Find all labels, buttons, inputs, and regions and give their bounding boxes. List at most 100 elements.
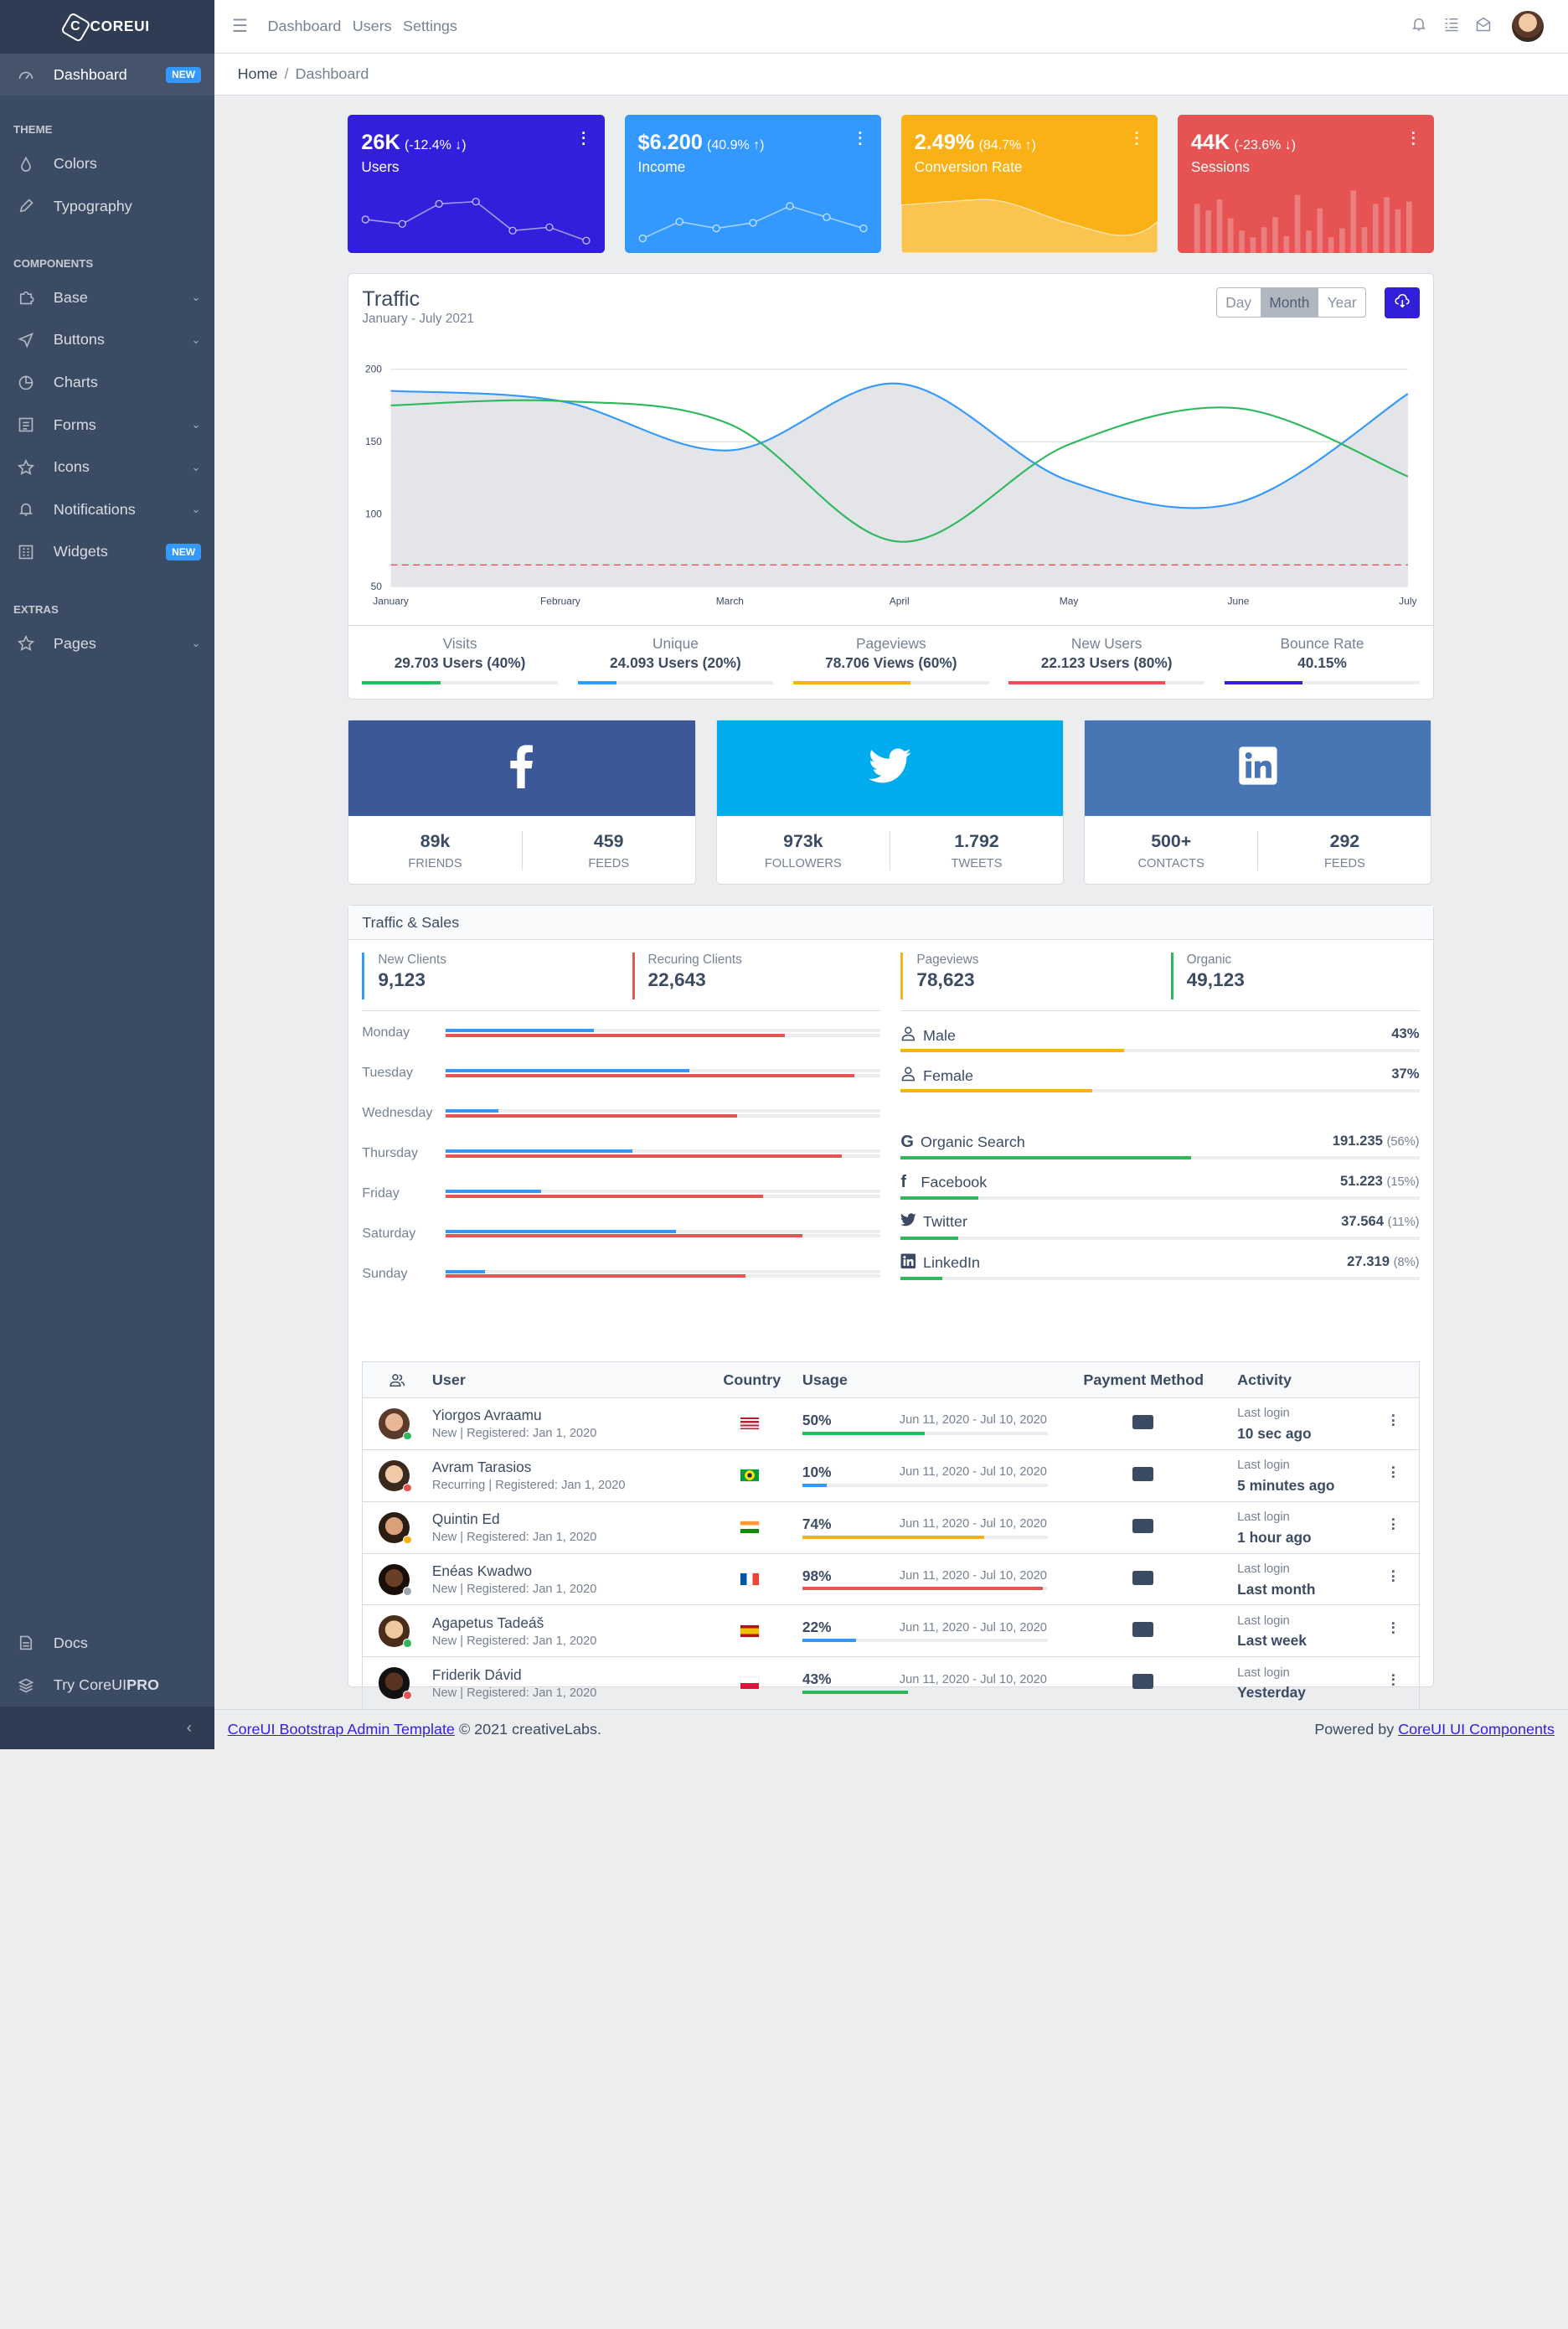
more-options-icon[interactable]: · · · xyxy=(858,123,864,153)
more-options-icon[interactable]: · · · xyxy=(1390,1665,1396,1693)
user-name: Yiorgos Avraamu xyxy=(431,1407,542,1424)
x-tick-label: June xyxy=(1228,595,1250,607)
progress-track xyxy=(446,1073,881,1077)
gender-value: 37% xyxy=(1391,1066,1420,1082)
recurring-clients-bar xyxy=(446,1194,764,1198)
usage-progress-bar xyxy=(802,1639,1048,1643)
sidebar-minimizer-button[interactable]: ‹ xyxy=(0,1707,214,1749)
linkedin-card: 500+ CONTACTS 292 FEEDS xyxy=(1084,719,1432,885)
usage-percent: 22% xyxy=(802,1619,832,1636)
client-stat-value: 49,123 xyxy=(1186,969,1245,991)
y-tick-label: 100 xyxy=(365,508,382,519)
progress-fill xyxy=(1008,680,1166,684)
header-link-dashboard[interactable]: Dashboard xyxy=(267,17,342,34)
activity-label: Last login xyxy=(1237,1562,1290,1577)
sidebar-item-notifications[interactable]: Notifications ⌄ xyxy=(0,488,214,531)
sidebar-item-icons[interactable]: Icons ⌄ xyxy=(0,446,214,488)
sidebar-item-widgets[interactable]: Widgets NEW xyxy=(0,531,214,574)
task-list-icon[interactable] xyxy=(1443,16,1460,37)
column-header-payment: Payment Method xyxy=(1083,1371,1204,1388)
stat-label: Bounce Rate xyxy=(1280,634,1364,652)
source-label: LinkedIn xyxy=(923,1254,980,1272)
source-label: Organic Search xyxy=(920,1134,1025,1151)
sidebar-item-forms[interactable]: Forms ⌄ xyxy=(0,404,214,447)
new-clients-bar xyxy=(446,1190,542,1194)
sidebar-item-pages[interactable]: Pages ⌄ xyxy=(0,622,214,665)
progress-fill xyxy=(577,680,617,684)
x-tick-label: February xyxy=(540,595,580,607)
star-icon xyxy=(18,635,54,652)
y-tick-label: 150 xyxy=(365,436,382,447)
sidebar-item-buttons[interactable]: Buttons ⌄ xyxy=(0,319,214,362)
user-name: Quintin Ed xyxy=(431,1510,500,1528)
sidebar-bottom: Docs Try CoreUIPRO ‹ xyxy=(0,1622,214,1749)
download-button[interactable] xyxy=(1384,287,1421,319)
bell-icon[interactable] xyxy=(1411,16,1427,37)
more-options-icon[interactable]: · · · xyxy=(1390,1407,1396,1434)
traffic-stat-new-users: New Users 22.123 Users (80%) xyxy=(1008,635,1204,699)
table-row: Agapetus Tadeáš New | Registered: Jan 1, … xyxy=(363,1605,1419,1658)
new-clients-bar xyxy=(446,1069,689,1073)
user-registration: New | Registered: Jan 1, 2020 xyxy=(431,1634,597,1649)
recurring-clients-bar xyxy=(446,1274,746,1278)
range-day-button[interactable]: Day xyxy=(1225,293,1252,311)
header-link-settings[interactable]: Settings xyxy=(402,17,457,34)
progress-bar xyxy=(900,1049,1420,1053)
sidebar-item-base[interactable]: Base ⌄ xyxy=(0,276,214,319)
social-stat-label: FOLLOWERS xyxy=(764,856,842,870)
footer-template-link[interactable]: CoreUI Bootstrap Admin Template xyxy=(227,1720,455,1738)
more-options-icon[interactable]: · · · xyxy=(581,123,587,153)
envelope-icon[interactable] xyxy=(1475,16,1492,37)
table-row: Friderik Dávid New | Registered: Jan 1, 2… xyxy=(363,1657,1418,1709)
usage-percent: 98% xyxy=(802,1567,832,1584)
sidebar-item-docs[interactable]: Docs xyxy=(0,1622,214,1665)
traffic-card: Traffic January - July 2021 Day Month Ye… xyxy=(348,273,1435,700)
header-link-users[interactable]: Users xyxy=(352,17,392,34)
source-percent: (15%) xyxy=(1386,1175,1420,1190)
new-clients-bar xyxy=(446,1109,498,1113)
recurring-clients-bar xyxy=(446,1113,738,1118)
user-registration: New | Registered: Jan 1, 2020 xyxy=(431,1427,597,1441)
column-header-usage: Usage xyxy=(802,1371,848,1388)
recurring-clients-bar xyxy=(446,1073,855,1077)
user-avatar xyxy=(378,1615,412,1649)
more-options-icon[interactable]: · · · xyxy=(1390,1459,1396,1486)
chevron-left-icon: ‹ xyxy=(186,1718,192,1737)
activity-label: Last login xyxy=(1237,1407,1290,1421)
brand-logo[interactable]: C COREUI xyxy=(0,0,214,54)
client-stat-value: 78,623 xyxy=(916,969,975,991)
series-line-1 xyxy=(390,399,1409,543)
y-tick-label: 50 xyxy=(371,581,383,592)
status-indicator xyxy=(403,1691,412,1700)
traffic-stats: Visits 29.703 Users (40%) Unique 24.093 Us… xyxy=(348,624,1434,699)
sidebar-item-typography[interactable]: Typography xyxy=(0,185,214,228)
user-female-icon xyxy=(900,1066,916,1086)
sidebar-item-label: Pages xyxy=(53,634,96,652)
more-options-icon[interactable]: · · · xyxy=(1390,1614,1396,1641)
gender-value: 43% xyxy=(1391,1025,1420,1042)
traffic-sales-body: New Clients 9,123 Recuring Clients 22,643 … xyxy=(348,940,1433,1711)
sidebar-item-label: Try CoreUI xyxy=(53,1676,127,1694)
sidebar-item-colors[interactable]: Colors xyxy=(0,142,214,185)
social-stat-label: FEEDS xyxy=(1324,856,1365,870)
sidebar-item-charts[interactable]: Charts xyxy=(0,361,214,404)
sidebar-item-dashboard[interactable]: Dashboard NEW xyxy=(0,53,214,96)
user-name: Avram Tarasios xyxy=(431,1459,532,1476)
widget-change: (-23.6% ↓) xyxy=(1234,137,1297,152)
range-year-button[interactable]: Year xyxy=(1327,293,1357,311)
footer-components-link[interactable]: CoreUI UI Components xyxy=(1398,1720,1555,1738)
progress-bar xyxy=(900,1237,1420,1241)
hamburger-menu-icon[interactable]: ☰ xyxy=(231,15,249,36)
range-month-button[interactable]: Month xyxy=(1260,288,1319,318)
footer-powered-by: Powered by xyxy=(1314,1720,1395,1738)
more-options-icon[interactable]: · · · xyxy=(1390,1562,1396,1589)
more-options-icon[interactable]: · · · xyxy=(1390,1510,1396,1537)
sidebar-item-try-pro[interactable]: Try CoreUIPRO xyxy=(0,1664,214,1707)
breadcrumb-home[interactable]: Home xyxy=(237,65,278,83)
progress-fill xyxy=(793,680,911,684)
more-options-icon[interactable]: · · · xyxy=(1134,123,1140,153)
activity-value: 10 sec ago xyxy=(1237,1424,1312,1442)
stat-value: 40.15% xyxy=(1297,654,1347,672)
more-options-icon[interactable]: · · · xyxy=(1411,123,1416,153)
user-avatar[interactable] xyxy=(1512,10,1544,43)
